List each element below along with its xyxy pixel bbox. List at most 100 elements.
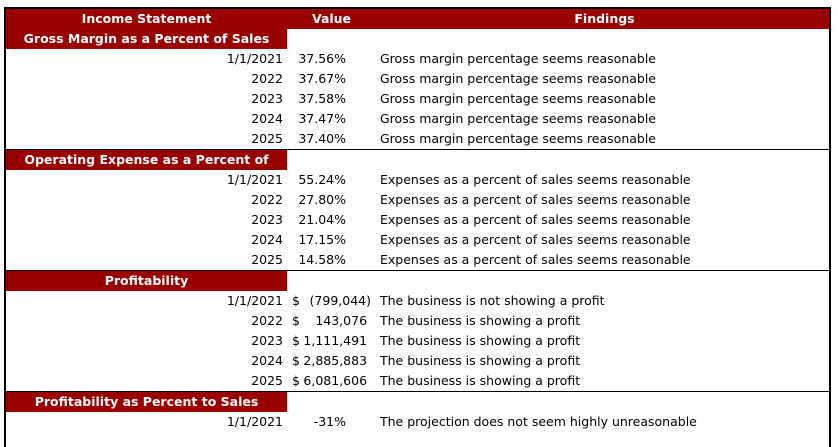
finding-cell[interactable]: Gross margin percentage seems reasonable <box>380 131 657 146</box>
finding-cell[interactable]: Gross margin percentage seems reasonable <box>380 71 657 86</box>
currency-symbol: $ <box>292 313 300 328</box>
table-row: 2024 17.15% Expenses as a percent of sales… <box>6 230 829 250</box>
table-row: 1/1/2021 55.24% Expenses as a percent of s… <box>6 170 829 190</box>
period-cell[interactable]: 2023 <box>251 91 283 106</box>
value-cell[interactable]: 37.40% <box>287 129 376 149</box>
currency-symbol: $ <box>292 353 300 368</box>
finding-cell[interactable]: The business is not showing a profit <box>380 293 605 308</box>
empty-cell[interactable] <box>376 150 829 170</box>
finding-cell[interactable]: Expenses as a percent of sales seems rea… <box>380 252 691 267</box>
currency-symbol: $ <box>292 333 300 348</box>
empty-cell[interactable] <box>287 392 376 412</box>
empty-cell[interactable] <box>376 29 829 49</box>
value-text: 143,076 <box>315 313 371 328</box>
empty-cell[interactable] <box>376 392 829 412</box>
table-row: 2022 37.67% Gross margin percentage seems … <box>6 69 829 89</box>
empty-cell[interactable] <box>287 29 376 49</box>
period-cell[interactable]: 2024 <box>251 353 283 368</box>
value-text: 17.15% <box>298 232 346 247</box>
finding-cell[interactable]: Expenses as a percent of sales seems rea… <box>380 192 691 207</box>
header-row: Income Statement Value Findings <box>6 9 829 29</box>
period-cell[interactable]: 2025 <box>251 373 283 388</box>
finding-cell[interactable]: Gross margin percentage seems reasonable <box>380 111 657 126</box>
empty-cell[interactable] <box>287 271 376 291</box>
finding-cell[interactable]: Gross margin percentage seems reasonable <box>380 91 657 106</box>
section-header-row: Profitability as Percent to Sales <box>6 391 829 412</box>
section-title[interactable]: Gross Margin as a Percent of Sales <box>6 29 287 49</box>
value-cell[interactable]: $143,076 <box>287 311 376 331</box>
value-text: 2,885,883 <box>303 353 371 368</box>
table-row: 2022 27.80% Expenses as a percent of sales… <box>6 190 829 210</box>
value-text: (799,044) <box>309 293 371 308</box>
table-row: 2022 $143,076 The business is showing a p… <box>6 311 829 331</box>
table-row: 2023 21.04% Expenses as a percent of sales… <box>6 210 829 230</box>
value-cell[interactable]: $1,111,491 <box>287 331 376 351</box>
value-text: 37.40% <box>298 131 346 146</box>
period-cell[interactable]: 2022 <box>251 71 283 86</box>
value-cell[interactable]: 14.58% <box>287 250 376 270</box>
finding-cell[interactable]: The business is showing a profit <box>380 373 581 388</box>
value-text: 37.47% <box>298 111 346 126</box>
value-cell[interactable]: 17.15% <box>287 230 376 250</box>
period-cell[interactable]: 1/1/2021 <box>226 51 283 66</box>
table-row: 2023 $1,111,491 The business is showing a… <box>6 331 829 351</box>
value-text: 6,081,606 <box>303 373 371 388</box>
value-text: 1,111,491 <box>303 333 371 348</box>
table-row: 1/1/2021 37.56% Gross margin percentage se… <box>6 49 829 69</box>
value-text: 37.67% <box>298 71 346 86</box>
value-cell[interactable]: 37.56% <box>287 49 376 69</box>
finding-cell[interactable]: The business is showing a profit <box>380 353 581 368</box>
value-cell[interactable]: -31% <box>287 412 376 432</box>
value-text: 37.58% <box>298 91 346 106</box>
finding-cell[interactable]: The business is showing a profit <box>380 333 581 348</box>
finding-cell[interactable]: Expenses as a percent of sales seems rea… <box>380 172 691 187</box>
period-cell[interactable]: 2023 <box>251 333 283 348</box>
section-title[interactable]: Profitability as Percent to Sales <box>6 392 287 412</box>
value-cell[interactable]: 21.04% <box>287 210 376 230</box>
period-cell[interactable]: 2025 <box>251 131 283 146</box>
finding-cell[interactable]: Expenses as a percent of sales seems rea… <box>380 212 691 227</box>
income-statement-table: Income Statement Value Findings Gross Ma… <box>4 7 831 447</box>
period-cell[interactable]: 2023 <box>251 212 283 227</box>
value-cell[interactable]: 37.67% <box>287 69 376 89</box>
value-cell[interactable]: $6,081,606 <box>287 371 376 391</box>
value-cell[interactable]: 27.80% <box>287 190 376 210</box>
empty-cell[interactable] <box>376 271 829 291</box>
header-value[interactable]: Value <box>311 11 352 26</box>
value-cell[interactable]: $ (799,044) <box>287 291 376 311</box>
table-row: 1/1/2021 -31% The projection does not seem… <box>6 412 829 432</box>
table-row: 2024 $2,885,883 The business is showing a… <box>6 351 829 371</box>
section-title[interactable]: Profitability <box>6 271 287 291</box>
period-cell[interactable]: 2022 <box>251 192 283 207</box>
value-cell[interactable]: 37.47% <box>287 109 376 129</box>
value-cell[interactable]: 55.24% <box>287 170 376 190</box>
empty-cell[interactable] <box>287 150 376 170</box>
table-row: 2025 14.58% Expenses as a percent of sales… <box>6 250 829 270</box>
period-cell[interactable]: 2022 <box>251 313 283 328</box>
value-text: 27.80% <box>298 192 346 207</box>
period-cell[interactable]: 2024 <box>251 111 283 126</box>
header-income-statement[interactable]: Income Statement <box>81 11 212 26</box>
value-text: 14.58% <box>298 252 346 267</box>
section-title[interactable]: Operating Expense as a Percent of Sales <box>6 150 287 187</box>
table-row: 2024 37.47% Gross margin percentage seems … <box>6 109 829 129</box>
section-header-row: Profitability <box>6 270 829 291</box>
table-row: 1/1/2021 $ (799,044) The business is not sh… <box>6 291 829 311</box>
period-cell[interactable]: 2024 <box>251 232 283 247</box>
section-header-row: Gross Margin as a Percent of Sales <box>6 29 829 49</box>
period-cell[interactable]: 1/1/2021 <box>226 172 283 187</box>
finding-cell[interactable]: Expenses as a percent of sales seems rea… <box>380 232 691 247</box>
currency-symbol: $ <box>292 293 300 308</box>
period-cell[interactable]: 2025 <box>251 252 283 267</box>
period-cell[interactable]: 1/1/2021 <box>226 414 283 429</box>
value-cell[interactable]: 37.58% <box>287 89 376 109</box>
value-text: -31% <box>313 414 346 429</box>
value-cell[interactable]: $2,885,883 <box>287 351 376 371</box>
table-row: 2025 $6,081,606 The business is showing a… <box>6 371 829 391</box>
header-findings[interactable]: Findings <box>574 11 635 26</box>
period-cell[interactable]: 1/1/2021 <box>226 293 283 308</box>
finding-cell[interactable]: Gross margin percentage seems reasonable <box>380 51 657 66</box>
section-header-row: Operating Expense as a Percent of Sales <box>6 149 829 187</box>
finding-cell[interactable]: The projection does not seem highly unre… <box>380 414 697 429</box>
finding-cell[interactable]: The business is showing a profit <box>380 313 581 328</box>
